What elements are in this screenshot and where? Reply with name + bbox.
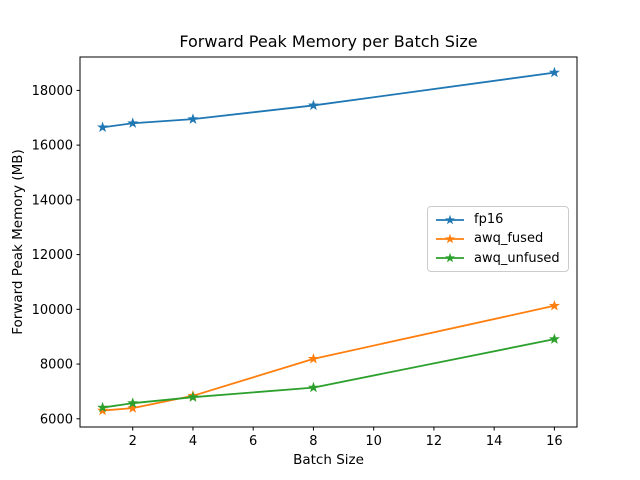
series-marker-awq_unfused (548, 333, 560, 344)
legend-sample-marker (445, 214, 455, 224)
legend-sample-awq_fused (436, 233, 464, 244)
series-marker-awq_unfused (127, 397, 139, 408)
y-tick-label: 10000 (32, 303, 73, 318)
legend: fp16 awq_fused awq_unfused (427, 206, 569, 272)
series-line-fp16 (102, 71, 555, 129)
axes-spines (79, 56, 578, 428)
legend-label: awq_fused (474, 231, 544, 247)
x-tick-label: 2 (129, 434, 137, 449)
x-axis-label: Batch Size (293, 452, 364, 468)
x-tick-label: 14 (486, 434, 503, 449)
y-axis-label-text: Forward Peak Memory (MB) (10, 149, 26, 335)
y-tick-label: 8000 (40, 358, 73, 373)
series-marker-fp16 (97, 121, 109, 133)
y-tick-label: 18000 (32, 84, 73, 99)
x-tick-label: 12 (426, 434, 443, 449)
x-tick-label: 6 (249, 434, 257, 449)
series-marker-awq_fused (548, 299, 560, 311)
y-tick-label: 6000 (40, 412, 73, 427)
series-line-awq_unfused (102, 338, 555, 409)
series-line-awq_fused (102, 304, 555, 412)
legend-sample-marker (445, 253, 455, 263)
series-marker-awq_fused (127, 402, 139, 413)
y-tick-label: 12000 (32, 248, 73, 263)
y-tick-label: 16000 (32, 139, 73, 154)
x-tick-label: 4 (189, 434, 197, 449)
legend-sample-awq_unfused (436, 253, 464, 263)
chart-title: Forward Peak Memory per Batch Size (179, 32, 478, 51)
y-tick-label: 14000 (32, 193, 73, 208)
series-marker-fp16 (127, 117, 139, 128)
x-tick-label: 8 (309, 434, 317, 449)
series-marker-awq_fused (97, 404, 109, 416)
series-marker-fp16 (548, 66, 560, 78)
series-marker-awq_unfused (97, 401, 109, 413)
series-marker-fp16 (307, 99, 319, 111)
legend-sample-marker (445, 233, 455, 244)
legend-item-fp16: fp16 (435, 213, 561, 227)
legend-label: fp16 (474, 212, 504, 228)
legend-item-awq_fused: awq_fused (435, 232, 561, 246)
series-marker-awq_fused (307, 353, 319, 364)
series-marker-awq_unfused (307, 381, 319, 393)
x-tick-label: 16 (546, 434, 563, 449)
legend-item-awq_unfused: awq_unfused (435, 251, 561, 265)
series-marker-awq_unfused (187, 391, 199, 402)
legend-sample-fp16 (436, 214, 464, 224)
series-marker-fp16 (187, 113, 199, 124)
x-tick-label: 10 (365, 434, 382, 449)
legend-label: awq_unfused (474, 250, 560, 266)
